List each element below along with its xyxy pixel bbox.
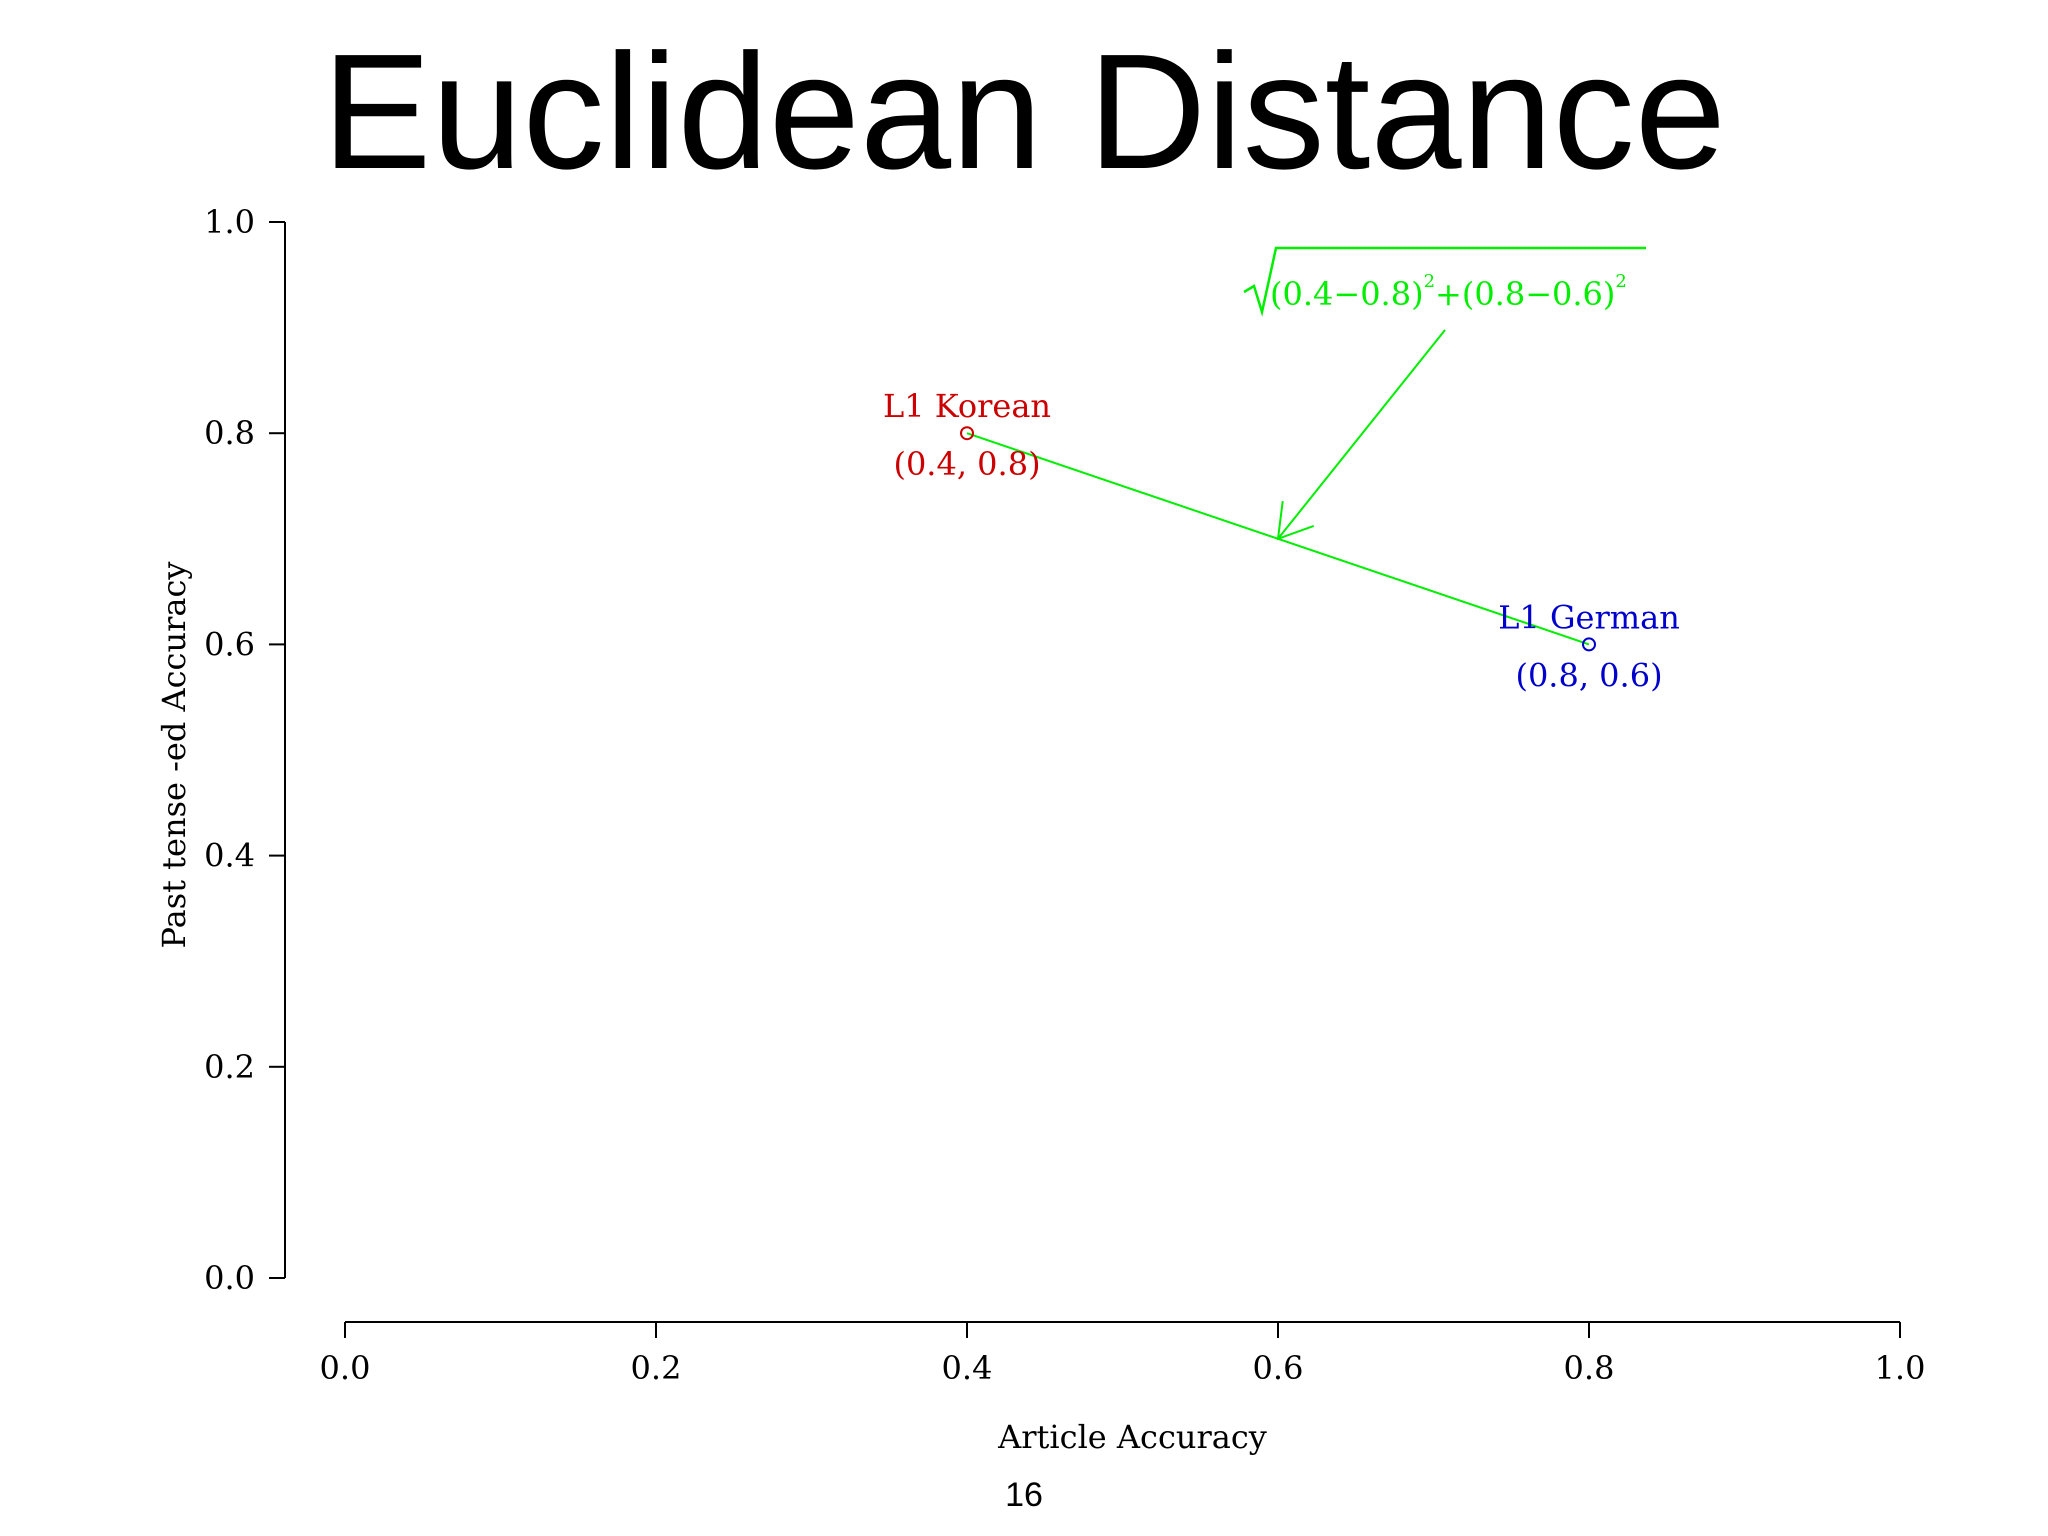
- x-tick-label: 0.2: [631, 1349, 682, 1387]
- point-coord-label: (0.8, 0.6): [1515, 656, 1662, 694]
- point-coord-label: (0.4, 0.8): [893, 445, 1040, 483]
- formula-exponent: 2: [1615, 271, 1626, 292]
- y-tick-label: 0.4: [204, 837, 255, 875]
- x-axis: 0.0 0.2 0.4 0.6 0.8 1.0: [320, 1322, 1926, 1387]
- y-tick-label: 0.0: [204, 1259, 255, 1297]
- x-tick-label: 0.6: [1253, 1349, 1304, 1387]
- annotation-arrow: [1278, 330, 1445, 539]
- y-tick-label: 0.6: [204, 625, 255, 663]
- formula-exponent: 2: [1424, 271, 1435, 292]
- y-axis: 0.0 0.2 0.4 0.6 0.8 1.0: [204, 203, 285, 1297]
- x-tick-label: 0.0: [320, 1349, 371, 1387]
- x-tick-label: 0.8: [1564, 1349, 1615, 1387]
- x-tick-label: 0.4: [942, 1349, 993, 1387]
- y-tick-label: 0.8: [204, 414, 255, 452]
- x-tick-label: 1.0: [1875, 1349, 1926, 1387]
- point-name-label: L1 Korean: [883, 387, 1051, 425]
- x-axis-title: Article Accuracy: [997, 1418, 1267, 1456]
- formula-term: +(0.8−0.6): [1435, 275, 1615, 313]
- formula-term: (0.4−0.8): [1270, 275, 1424, 313]
- page-number: 16: [0, 1476, 2048, 1515]
- distance-formula: (0.4−0.8)2+(0.8−0.6)2: [1270, 271, 1627, 313]
- y-axis-title: Past tense -ed Accuracy: [155, 562, 193, 949]
- y-tick-label: 1.0: [204, 203, 255, 241]
- y-tick-label: 0.2: [204, 1048, 255, 1086]
- distance-annotation: (0.4−0.8)2+(0.8−0.6)2: [967, 248, 1646, 644]
- point-name-label: L1 German: [1498, 598, 1680, 636]
